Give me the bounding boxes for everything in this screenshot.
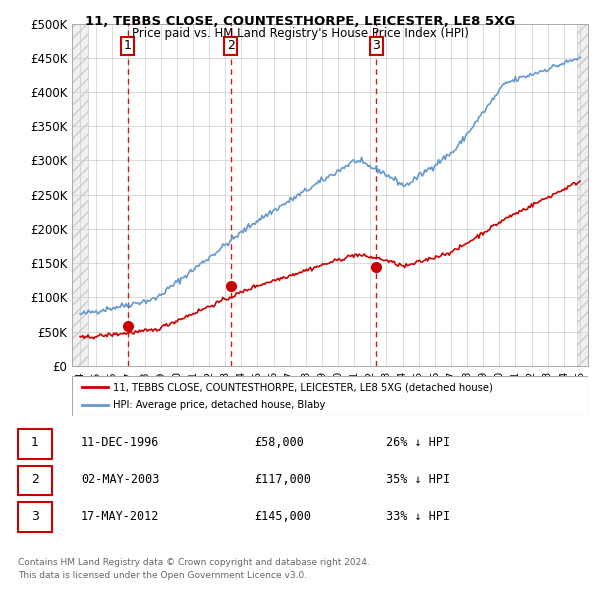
FancyBboxPatch shape [18, 466, 52, 496]
Text: £58,000: £58,000 [254, 436, 304, 449]
FancyBboxPatch shape [18, 429, 52, 458]
Text: £145,000: £145,000 [254, 510, 311, 523]
Text: 3: 3 [373, 39, 380, 52]
Text: 11, TEBBS CLOSE, COUNTESTHORPE, LEICESTER, LE8 5XG: 11, TEBBS CLOSE, COUNTESTHORPE, LEICESTE… [85, 15, 515, 28]
Bar [577, 24, 588, 366]
Text: Price paid vs. HM Land Registry's House Price Index (HPI): Price paid vs. HM Land Registry's House … [131, 27, 469, 40]
Text: 1: 1 [31, 436, 39, 449]
FancyBboxPatch shape [18, 502, 52, 532]
Bar [72, 24, 88, 366]
Text: 11, TEBBS CLOSE, COUNTESTHORPE, LEICESTER, LE8 5XG (detached house): 11, TEBBS CLOSE, COUNTESTHORPE, LEICESTE… [113, 382, 493, 392]
Text: 3: 3 [31, 510, 39, 523]
Text: 26% ↓ HPI: 26% ↓ HPI [386, 436, 451, 449]
Text: 17-MAY-2012: 17-MAY-2012 [81, 510, 160, 523]
Text: 35% ↓ HPI: 35% ↓ HPI [386, 473, 451, 486]
Text: 2: 2 [227, 39, 235, 52]
Text: 2: 2 [31, 473, 39, 486]
Text: 11-DEC-1996: 11-DEC-1996 [81, 436, 160, 449]
Text: Contains HM Land Registry data © Crown copyright and database right 2024.: Contains HM Land Registry data © Crown c… [18, 558, 370, 566]
Text: 33% ↓ HPI: 33% ↓ HPI [386, 510, 451, 523]
Text: 02-MAY-2003: 02-MAY-2003 [81, 473, 160, 486]
Text: 1: 1 [124, 39, 131, 52]
Text: This data is licensed under the Open Government Licence v3.0.: This data is licensed under the Open Gov… [18, 571, 307, 580]
Text: HPI: Average price, detached house, Blaby: HPI: Average price, detached house, Blab… [113, 399, 326, 409]
Text: £117,000: £117,000 [254, 473, 311, 486]
FancyBboxPatch shape [72, 376, 588, 416]
